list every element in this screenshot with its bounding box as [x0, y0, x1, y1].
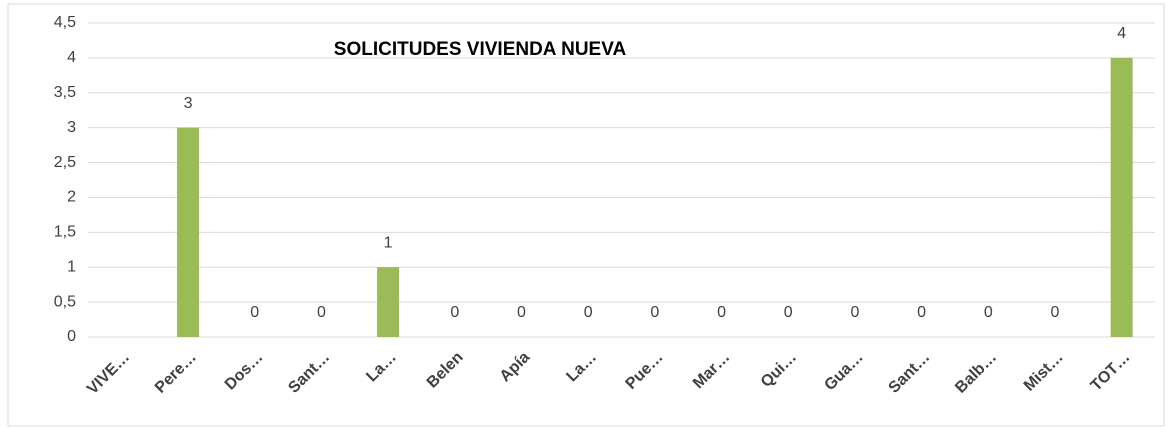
data-label: 1: [384, 234, 393, 251]
y-tick-label: 3,5: [54, 84, 76, 101]
y-tick-label: 0: [67, 328, 76, 345]
y-tick-label: 1,5: [54, 224, 76, 241]
data-label: 0: [450, 304, 459, 321]
data-label: 0: [250, 304, 259, 321]
chart-border: [7, 3, 1165, 427]
data-label: 0: [584, 304, 593, 321]
y-tick-label: 2,5: [54, 154, 76, 171]
bar: [177, 127, 200, 338]
y-tick-label: 4,5: [54, 14, 76, 31]
data-label: 0: [650, 304, 659, 321]
data-label: 0: [784, 304, 793, 321]
data-label: 0: [917, 304, 926, 321]
bar: [1110, 57, 1133, 338]
y-tick-label: 0,5: [54, 293, 76, 310]
data-label: 0: [1051, 304, 1060, 321]
y-tick-label: 1: [67, 258, 76, 275]
y-tick-label: 4: [67, 49, 76, 66]
data-label: 0: [517, 304, 526, 321]
y-tick-label: 2: [67, 189, 76, 206]
data-label: 0: [317, 304, 326, 321]
data-label: 0: [717, 304, 726, 321]
data-label: 3: [184, 95, 193, 112]
data-label: 4: [1117, 25, 1126, 42]
y-tick-label: 3: [67, 119, 76, 136]
chart-title: SOLICITUDES VIVIENDA NUEVA: [334, 39, 627, 60]
data-label: 0: [984, 304, 993, 321]
bar: [377, 267, 400, 337]
data-label: 0: [850, 304, 859, 321]
